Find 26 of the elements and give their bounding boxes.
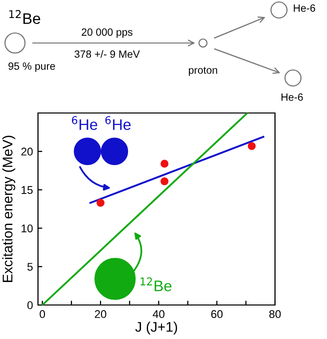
text: $^{12}$Be [9, 10, 40, 24]
text: proton [188, 66, 218, 76]
y-tick-label: 15 [22, 186, 33, 194]
x-tick-label: 80 [269, 310, 281, 318]
annotation: $^{6}$He [105, 116, 131, 130]
text: He-6 [294, 4, 316, 12]
x-tick-label: 60 [211, 310, 223, 318]
point [160, 177, 168, 186]
x-tick-label: 20 [94, 310, 106, 318]
x-tick-label: 0 [40, 310, 46, 318]
x-axis-title: J (J+1) [135, 322, 178, 335]
text: 378 +/- 9 MeV [74, 50, 140, 58]
point [160, 160, 168, 168]
y-tick-label: 20 [21, 148, 33, 156]
text: He-6 [282, 93, 303, 101]
point [248, 142, 256, 150]
text: 95 % pure [8, 62, 56, 72]
text: 20 000 pps [82, 28, 132, 38]
annotation: $^{12}$Be [140, 277, 172, 292]
annotation: $^{6}$He [72, 116, 98, 130]
y-tick-label: 0 [27, 301, 33, 310]
y-tick-label: 5 [27, 262, 33, 271]
x-tick-label: 40 [152, 310, 164, 318]
y-axis-title: Excitation energy (MeV) [2, 136, 16, 282]
point [96, 198, 104, 207]
y-tick-label: 10 [22, 224, 33, 232]
